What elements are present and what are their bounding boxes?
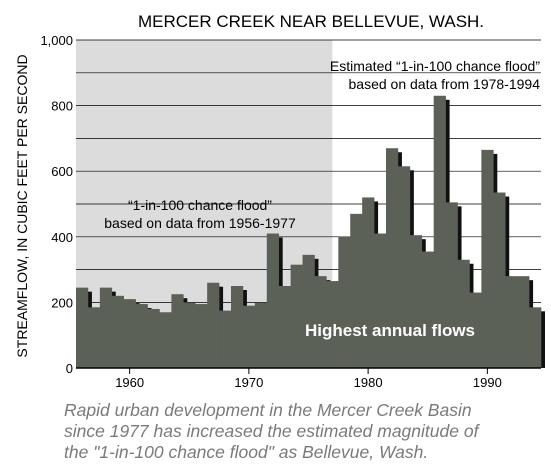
bar xyxy=(266,233,279,368)
bar xyxy=(433,95,446,368)
bar xyxy=(505,276,518,368)
bars xyxy=(76,95,545,368)
bar xyxy=(338,236,351,368)
bar xyxy=(302,254,315,368)
bar xyxy=(326,281,339,368)
bar xyxy=(147,308,160,368)
bar xyxy=(374,233,387,368)
bar xyxy=(517,276,530,368)
bar xyxy=(314,276,327,368)
bar xyxy=(123,299,136,368)
y-axis-label: STREAMFLOW, IN CUBIC FEET PER SECOND xyxy=(14,54,30,357)
bar xyxy=(529,307,542,368)
bar xyxy=(409,235,423,368)
bar xyxy=(111,295,124,368)
bar xyxy=(421,251,434,368)
bar xyxy=(219,310,232,368)
x-tick-label: 1960 xyxy=(115,375,144,390)
x-tick-label: 1990 xyxy=(473,375,502,390)
bar xyxy=(254,302,268,368)
bar xyxy=(481,149,494,368)
y-tick-label: 400 xyxy=(51,230,73,245)
bar xyxy=(457,259,470,368)
caption-line-1: Rapid urban development in the Mercer Cr… xyxy=(64,400,472,420)
figure-caption: Rapid urban development in the Mercer Cr… xyxy=(64,400,548,463)
bar xyxy=(397,166,411,368)
y-tick-label: 1,000 xyxy=(40,33,73,48)
annotation-1956-1977-line-1: “1-in-100 chance flood” xyxy=(128,197,272,213)
bar xyxy=(195,304,208,368)
annotation-1978-1994-line-2: based on data from 1978-1994 xyxy=(349,76,541,92)
bar xyxy=(493,192,506,368)
bar xyxy=(159,312,172,368)
x-tick-label: 1980 xyxy=(354,375,383,390)
bar xyxy=(207,282,220,368)
chart-title: MERCER CREEK NEAR BELLEVUE, WASH. xyxy=(138,12,484,31)
y-tick-label: 800 xyxy=(51,99,73,114)
bar xyxy=(278,286,291,368)
bar xyxy=(386,148,399,368)
annotation-1978-1994-line-1: Estimated “1-in-100 chance flood” xyxy=(330,58,540,74)
bar xyxy=(183,302,196,368)
caption-line-3: the "1-in-100 chance flood" as Bellevue,… xyxy=(64,442,429,462)
bar xyxy=(76,287,89,368)
y-tick-label: 200 xyxy=(51,295,73,310)
annotation-1956-1977-line-2: based on data from 1956-1977 xyxy=(104,215,296,231)
bar xyxy=(99,287,113,368)
bar xyxy=(87,307,101,368)
bar xyxy=(469,292,482,368)
y-tick-label: 600 xyxy=(51,164,73,179)
bar xyxy=(242,305,256,368)
x-axis-ticks: 1960 1970 1980 1990 xyxy=(115,368,502,390)
y-axis-ticks: 0 200 400 600 800 1,000 xyxy=(40,33,73,376)
x-tick-label: 1970 xyxy=(234,375,263,390)
highest-annual-flows-label: Highest annual flows xyxy=(305,321,475,340)
caption-line-2: since 1977 has increased the estimated m… xyxy=(64,421,479,441)
bar xyxy=(445,202,458,368)
bar xyxy=(171,294,184,368)
bar xyxy=(135,304,148,368)
bar xyxy=(231,286,244,368)
bar xyxy=(350,213,363,368)
bar xyxy=(362,197,375,368)
bar xyxy=(290,264,303,368)
y-tick-label: 0 xyxy=(66,361,73,376)
flow-chart: 0 200 400 600 800 1,000 1960 1970 1980 1990 MERC… xyxy=(14,12,545,390)
